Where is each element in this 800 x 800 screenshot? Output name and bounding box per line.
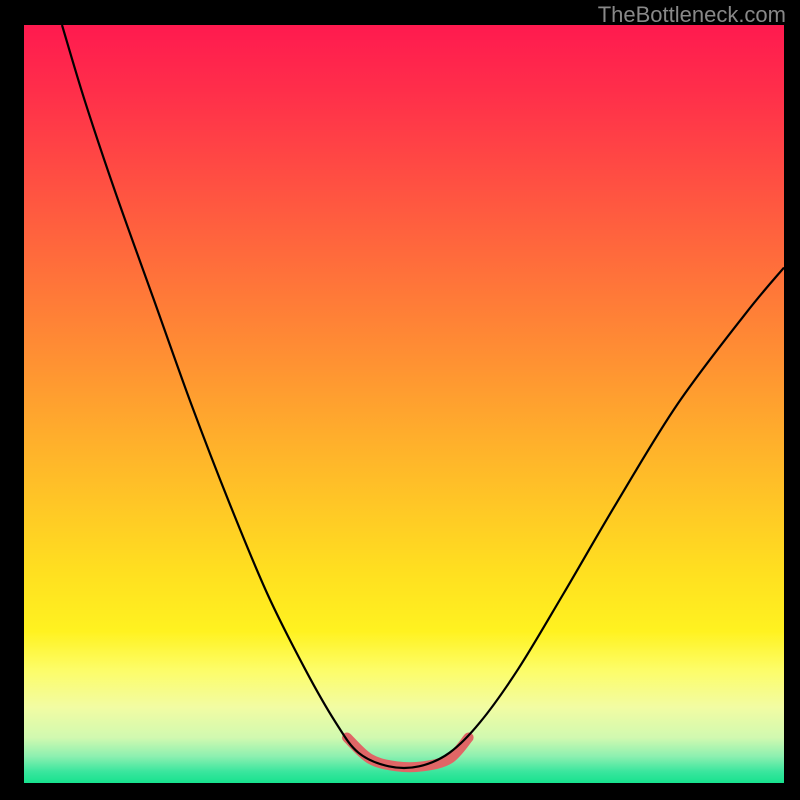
plot-area [24, 25, 784, 783]
watermark-text: TheBottleneck.com [598, 2, 786, 28]
chart-container: TheBottleneck.com [0, 0, 800, 800]
gradient-background [24, 25, 784, 783]
